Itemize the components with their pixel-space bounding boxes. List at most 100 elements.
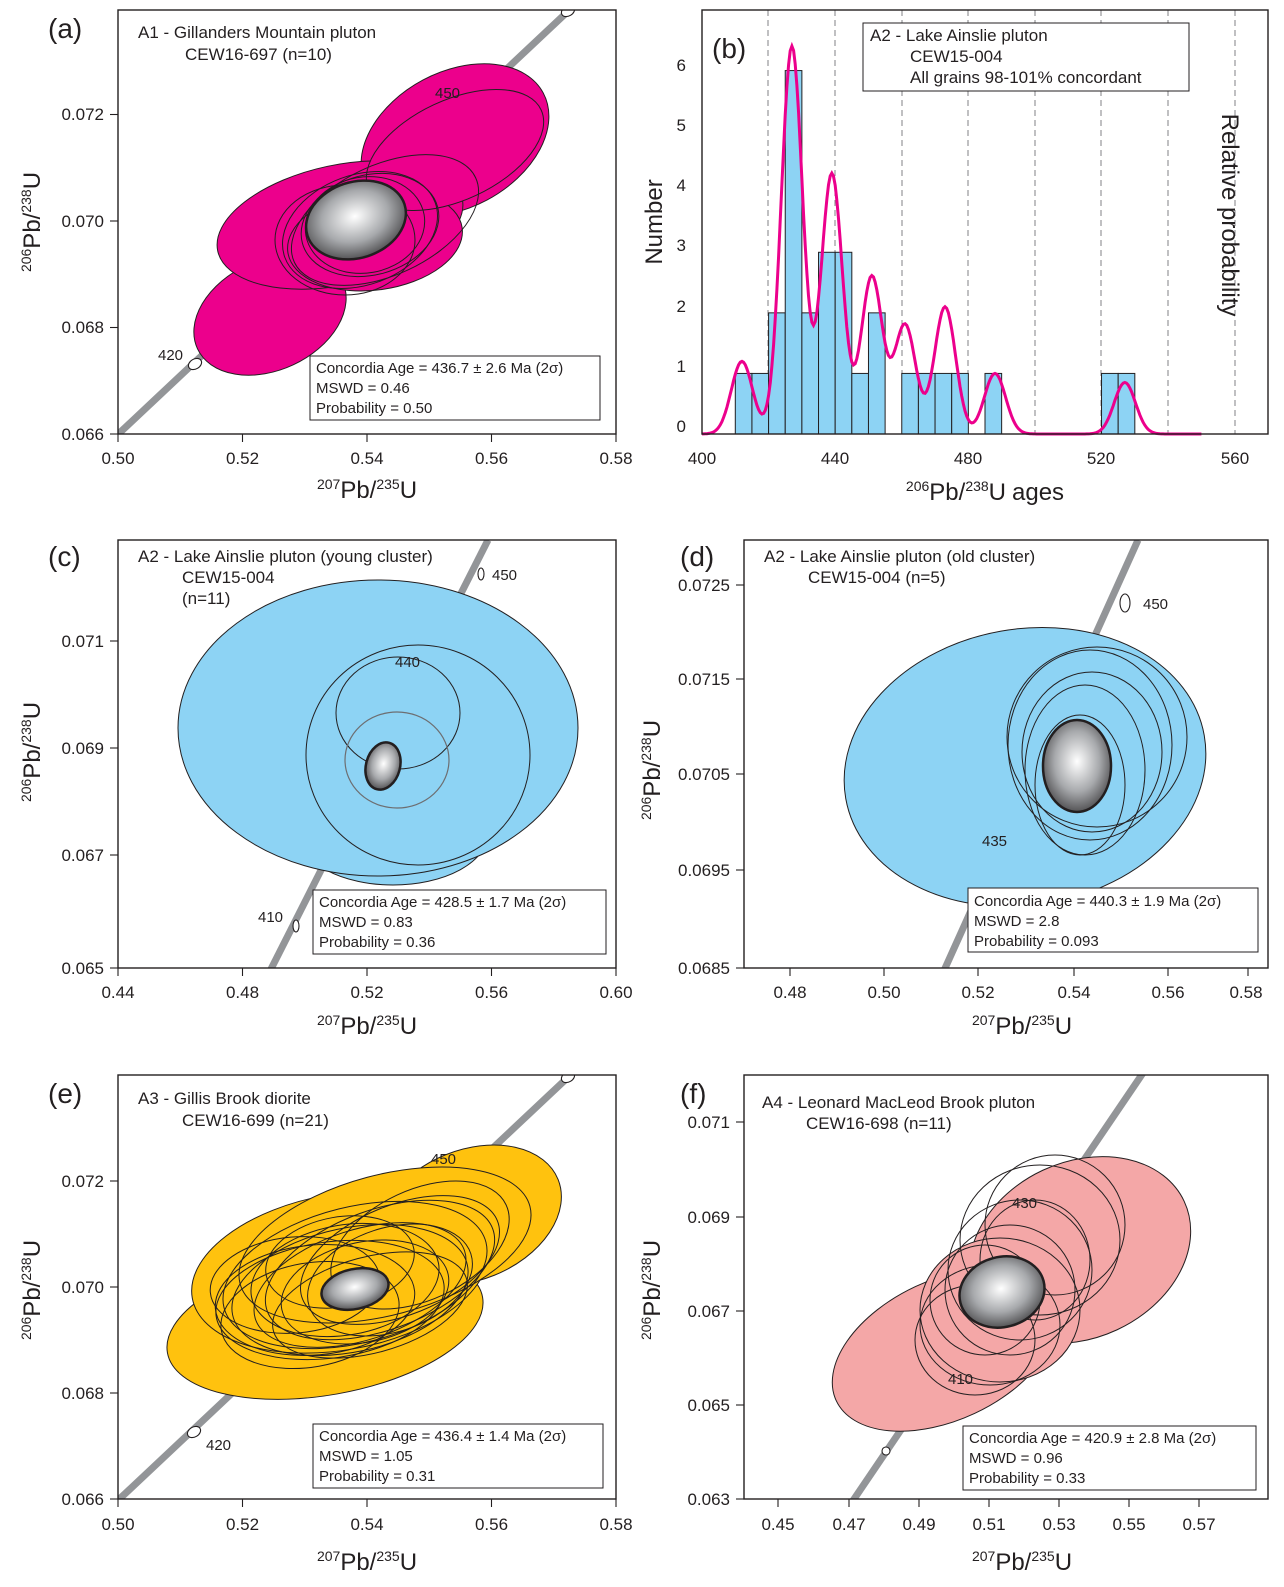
concordia-age-e: Concordia Age = 436.4 ± 1.4 Ma (2σ) bbox=[319, 1428, 566, 1445]
y-tick-label: 0.063 bbox=[687, 1490, 730, 1509]
grain-ellipse bbox=[1006, 646, 1188, 828]
panel-d: 435 450 (d) A2 - Lake Ainslie pluton (ol… bbox=[638, 539, 1269, 1040]
grain-ellipse bbox=[290, 154, 480, 286]
y-tick-label: 0.068 bbox=[61, 318, 104, 337]
grain-ellipse bbox=[250, 1222, 440, 1338]
y-tick-label: 0.067 bbox=[687, 1302, 730, 1321]
x-axis-title-b: 206Pb/238U ages bbox=[906, 478, 1064, 506]
histogram-bar bbox=[851, 372, 869, 435]
grain-ellipse bbox=[304, 176, 426, 274]
grain-ellipse bbox=[222, 1200, 488, 1350]
y-tick-label: 5 bbox=[677, 116, 686, 135]
y-tick-label: 0.070 bbox=[61, 212, 104, 231]
x-tick-label: 520 bbox=[1087, 449, 1115, 468]
age-marker-410 bbox=[292, 919, 300, 933]
y-axis-title-e: 206Pb/238U bbox=[18, 1240, 46, 1340]
y-tick-label: 0.065 bbox=[687, 1396, 730, 1415]
x-axis-title-e: 207Pb/235U bbox=[317, 1548, 417, 1576]
concordia-mean-ellipse-a bbox=[304, 179, 408, 261]
panel-title-c: A2 - Lake Ainslie pluton (young cluster) bbox=[138, 547, 433, 566]
concordia-mean-ellipse-f bbox=[958, 1255, 1046, 1329]
x-tick-label: 0.56 bbox=[475, 1515, 508, 1534]
stats-box-f: Concordia Age = 420.9 ± 2.8 Ma (2σ) MSWD… bbox=[962, 1425, 1257, 1491]
age-marker-450 bbox=[1119, 593, 1131, 613]
grain-ellipse bbox=[282, 171, 438, 289]
age-label-410: 410 bbox=[258, 909, 283, 926]
x-tick-label: 0.52 bbox=[226, 449, 259, 468]
x-tick-label: 0.53 bbox=[1042, 1515, 1075, 1534]
probability-f: Probability = 0.33 bbox=[969, 1470, 1085, 1487]
x-tick-label: 0.49 bbox=[902, 1515, 935, 1534]
y-tick-label: 0.069 bbox=[687, 1208, 730, 1227]
concordia-age-f: Concordia Age = 420.9 ± 2.8 Ma (2σ) bbox=[969, 1430, 1216, 1447]
panel-c: 410 440 450 (c) A2 - Lake Ainslie pluton… bbox=[18, 539, 633, 1040]
x-tick-label: 560 bbox=[1221, 449, 1249, 468]
age-label-420: 420 bbox=[206, 1437, 231, 1454]
grain-ellipse bbox=[272, 1251, 468, 1359]
grain-ellipse bbox=[177, 579, 579, 877]
y-tick-label: 0.0705 bbox=[678, 765, 730, 784]
histogram-bars bbox=[734, 70, 1136, 435]
x-tick-label: 0.50 bbox=[101, 1515, 134, 1534]
probability-d: Probability = 0.093 bbox=[974, 933, 1099, 950]
age-marker-450 bbox=[477, 567, 485, 581]
y-tick-label: 0.066 bbox=[61, 1490, 104, 1509]
histogram-bar bbox=[901, 372, 919, 435]
probability-e: Probability = 0.31 bbox=[319, 1468, 435, 1485]
y-tick-label: 0.070 bbox=[61, 1278, 104, 1297]
panel-label-c: (c) bbox=[48, 541, 81, 572]
age-label-450: 450 bbox=[435, 85, 460, 102]
y-axis-title-d: 206Pb/238U bbox=[638, 720, 666, 820]
x-tick-label: 0.52 bbox=[961, 983, 994, 1002]
y-tick-label: 0.069 bbox=[61, 739, 104, 758]
y-tick-label: 3 bbox=[677, 236, 686, 255]
panel-label-b: (b) bbox=[712, 33, 746, 64]
age-marker-420 bbox=[187, 357, 203, 371]
y-axis-b: 0 1 2 3 4 5 6 Number Relative probabilit… bbox=[641, 56, 1243, 436]
y-tick-label: 0.065 bbox=[61, 959, 104, 978]
age-label-430: 430 bbox=[1012, 1195, 1037, 1212]
age-label-450: 450 bbox=[492, 567, 517, 584]
grain-ellipse bbox=[979, 1199, 1091, 1321]
x-axis-title-a: 207Pb/235U bbox=[317, 476, 417, 504]
age-label-420: 420 bbox=[158, 347, 183, 364]
y-tick-label: 6 bbox=[677, 56, 686, 75]
x-tick-label: 0.58 bbox=[1229, 983, 1262, 1002]
x-tick-label: 0.54 bbox=[350, 1515, 383, 1534]
age-marker-450 bbox=[560, 1075, 576, 1084]
x-tick-label: 480 bbox=[954, 449, 982, 468]
y-tick-label: 0.072 bbox=[61, 105, 104, 124]
panel-title-f: A4 - Leonard MacLeod Brook pluton bbox=[762, 1093, 1035, 1112]
x-tick-label: 0.45 bbox=[761, 1515, 794, 1534]
panel-subtitle-c: CEW15-004 bbox=[182, 568, 275, 587]
x-tick-label: 0.56 bbox=[475, 449, 508, 468]
mswd-a: MSWD = 0.46 bbox=[316, 380, 410, 397]
y-axis-title-c: 206Pb/238U bbox=[18, 702, 46, 802]
panel-label-d: (d) bbox=[680, 541, 714, 572]
grain-ellipse bbox=[344, 711, 450, 809]
age-marker-450 bbox=[560, 10, 576, 18]
y-tick-label: 0.072 bbox=[61, 1172, 104, 1191]
x-tick-label: 0.52 bbox=[226, 1515, 259, 1534]
concordia-age-c: Concordia Age = 428.5 ± 1.7 Ma (2σ) bbox=[319, 894, 566, 911]
x-tick-label: 0.60 bbox=[599, 983, 632, 1002]
grain-ellipse bbox=[214, 1244, 416, 1356]
y-tick-label: 0.0715 bbox=[678, 670, 730, 689]
grain-ellipse bbox=[1007, 649, 1173, 841]
concordia-mean-ellipse-e bbox=[320, 1266, 390, 1312]
x-tick-label: 0.55 bbox=[1112, 1515, 1145, 1534]
panel-subtitle-a: CEW16-697 (n=10) bbox=[185, 45, 332, 64]
panel-label-e: (e) bbox=[48, 1078, 82, 1109]
age-label-440: 440 bbox=[395, 654, 420, 671]
x-tick-label: 0.51 bbox=[972, 1515, 1005, 1534]
grain-ellipse bbox=[959, 1164, 1121, 1316]
panel-subtitle-b: CEW15-004 bbox=[910, 47, 1003, 66]
x-axis-f: 0.45 0.47 0.49 0.51 0.53 0.55 0.57 207Pb… bbox=[761, 1499, 1216, 1576]
age-label-435: 435 bbox=[982, 833, 1007, 850]
probability-c: Probability = 0.36 bbox=[319, 934, 435, 951]
y-tick-label: 0.071 bbox=[687, 1113, 730, 1132]
x-tick-label: 0.48 bbox=[773, 983, 806, 1002]
x-axis-e: 0.50 0.52 0.54 0.56 0.58 207Pb/235U bbox=[101, 1499, 633, 1576]
panel-a: 420 450 (a) A1 - Gillanders Mountain plu… bbox=[18, 9, 633, 504]
y-tick-label: 4 bbox=[677, 176, 686, 195]
